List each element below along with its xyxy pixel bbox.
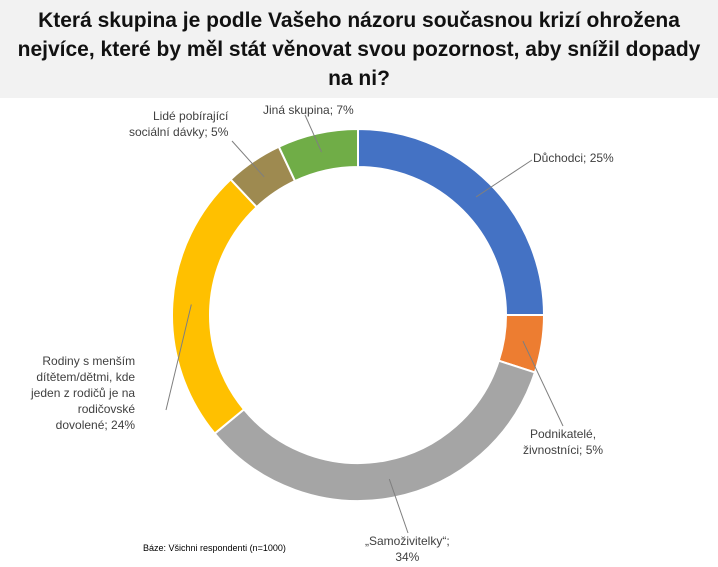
slice-label-5: Jiná skupina; 7% [263,102,354,118]
slice-label-line: „Samoživitelky“; [365,534,450,548]
slice-5 [277,127,359,183]
slice-0 [357,127,546,316]
slice-label-line: Podnikatelé, [530,427,597,441]
slice-label-line: 34% [395,550,420,564]
donut-chart [165,114,564,534]
leader-line-5 [304,114,323,153]
slice-label-4: Lidé pobírající sociální dávky; 5% [129,108,228,140]
slice-label-3: Rodiny s menším dítětem/dětmi, kde jeden z… [31,353,135,433]
slice-label-line: jeden z rodičů je na [31,386,136,400]
slices-group [171,127,546,502]
slice-label-line: rodičovské [77,402,136,416]
footnote: Báze: Všichni respondenti (n=1000) [143,543,286,553]
leader-line-1 [522,340,564,427]
slice-label-line: Rodiny s menším [42,354,136,368]
slice-label-0: Důchodci; 25% [533,150,614,166]
slice-2 [213,359,537,502]
leader-line-0 [475,159,533,198]
leader-line-2 [388,478,409,534]
slice-label-1: Podnikatelé, živnostníci; 5% [523,426,603,458]
slice-label-line: dítětem/dětmi, kde [36,370,136,384]
leader-line-4 [231,140,265,178]
title-band [0,0,718,98]
slice-label-line: sociální dávky; 5% [129,125,229,139]
chart-title: Která skupina je podle Vašeho názoru sou… [17,9,701,90]
slice-label-2: „Samoživitelky“; 34% [365,533,450,565]
slice-label-line: Lidé pobírající [153,109,229,123]
leader-lines-group [165,114,564,534]
slice-3 [171,177,259,435]
slice-label-line: Důchodci; 25% [533,151,614,165]
slice-label-line: živnostníci; 5% [523,443,604,457]
slice-label-line: Jiná skupina; 7% [263,103,354,117]
leader-line-3 [165,304,192,411]
slice-label-line: dovolené; 24% [55,418,136,432]
